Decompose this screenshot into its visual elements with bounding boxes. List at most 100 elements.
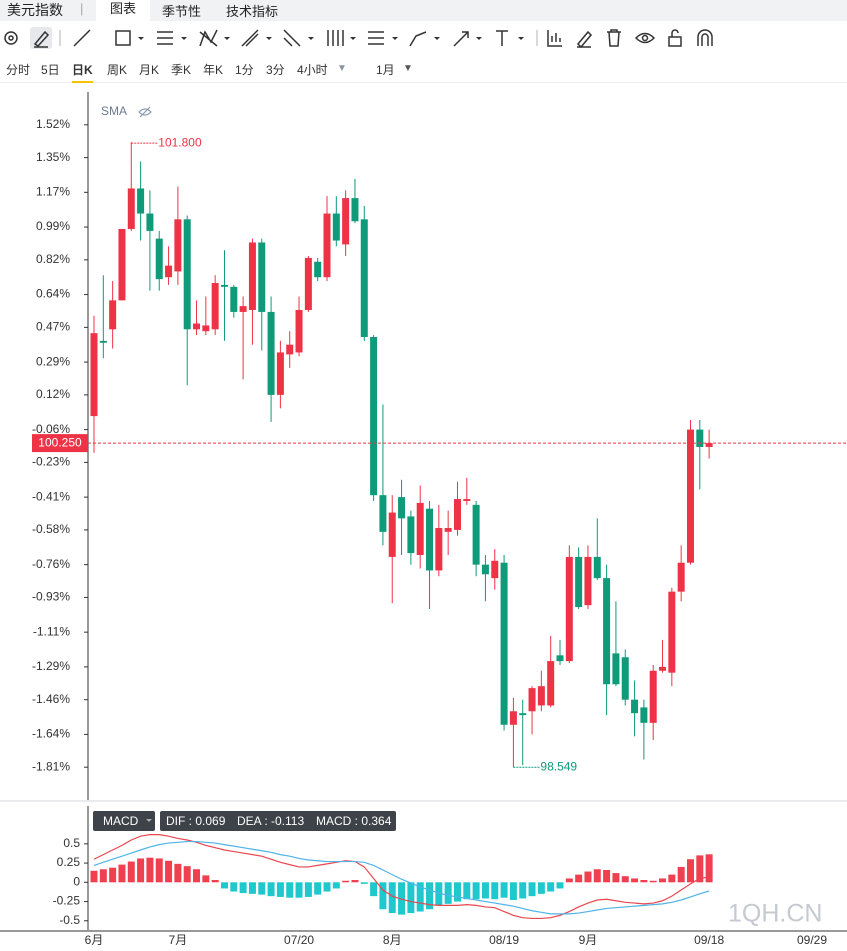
candle-body — [547, 661, 555, 706]
y-tick-label: 0.29% — [36, 354, 70, 368]
tool-icon[interactable] — [283, 29, 314, 47]
period-bar: 分时 5日 日K 周K 月K 季K 年K 1分 3分 4小时 ▼ 1月 ▼ — [0, 56, 847, 83]
period[interactable]: 1月 — [376, 63, 395, 77]
macd-bar — [295, 882, 303, 898]
tool-icon[interactable] — [607, 29, 621, 47]
macd-bar — [220, 882, 228, 889]
low-label: 98.549 — [540, 759, 577, 773]
dropdown-arrow — [146, 819, 152, 822]
tool-icon[interactable] — [241, 29, 272, 47]
indicator-box[interactable] — [93, 811, 155, 831]
y-tick-label: 0.12% — [36, 387, 70, 401]
macd-bar — [416, 882, 424, 912]
macd-bar — [565, 878, 573, 883]
x-tick-label: 9月 — [579, 933, 598, 947]
x-tick-label: 7月 — [169, 933, 188, 947]
tab[interactable]: 季节性 — [162, 4, 202, 19]
candle-body — [342, 198, 350, 245]
candle-body — [118, 228, 126, 301]
candle-body — [276, 352, 284, 395]
period[interactable]: 3分 — [266, 63, 285, 77]
tool-icon[interactable] — [33, 30, 50, 48]
period[interactable]: 年K — [203, 63, 224, 77]
macd-bar — [612, 873, 620, 883]
tab[interactable]: 技术指标 — [226, 4, 279, 19]
tool-icon[interactable] — [668, 29, 682, 47]
x-tick-label: 09/29 — [797, 933, 827, 947]
tool-icon[interactable] — [496, 30, 524, 46]
candle-body — [509, 711, 517, 725]
period[interactable]: 季K — [171, 63, 192, 77]
candle-body — [388, 512, 396, 557]
macd-bar — [165, 860, 173, 883]
macd-bar — [379, 882, 387, 910]
x-tick-label: 6月 — [85, 933, 104, 947]
macd-bar — [230, 882, 238, 892]
candle-body — [183, 219, 191, 330]
candle-body — [537, 686, 545, 706]
period[interactable]: 1分 — [235, 63, 254, 77]
tool-active-bg — [30, 27, 52, 49]
macd-bar — [146, 857, 154, 883]
candle-body — [258, 242, 266, 312]
period[interactable]: 5日 — [41, 63, 60, 77]
tool-icon[interactable] — [453, 31, 482, 47]
y-tick-label: 1.52% — [36, 117, 70, 131]
tab[interactable]: 图表 — [96, 0, 151, 21]
y-tick-label: -0.76% — [32, 557, 70, 571]
tool-icon[interactable] — [547, 30, 562, 47]
macd-bar — [584, 871, 592, 883]
high-label: 101.800 — [158, 135, 202, 149]
tool-icon[interactable] — [327, 30, 356, 46]
candle-body — [584, 556, 592, 606]
macd-bar — [258, 882, 266, 895]
macd-bar — [509, 882, 517, 900]
period[interactable]: 周K — [107, 63, 128, 77]
dropdown-arrow[interactable]: ▼ — [403, 63, 413, 74]
last-price-tag — [32, 434, 88, 453]
candle-body — [193, 323, 201, 330]
period[interactable]: 分时 — [6, 63, 31, 77]
candle-body — [705, 443, 713, 447]
tool-icon[interactable] — [115, 30, 144, 46]
macd-bar — [127, 861, 135, 883]
x-tick-label: 8月 — [383, 933, 402, 947]
y-tick-label: 0 — [73, 874, 80, 888]
candle-body — [435, 527, 443, 571]
macd-bar — [593, 869, 601, 883]
candle-body — [481, 564, 489, 575]
candle-body — [668, 591, 676, 673]
period[interactable]: 日K — [72, 61, 93, 83]
period[interactable]: 4小时 — [297, 63, 328, 77]
tool-icon[interactable] — [73, 29, 91, 47]
y-tick-label: 0.5 — [63, 836, 80, 850]
macd-bar — [640, 880, 648, 883]
tool-icon[interactable] — [576, 30, 593, 49]
macd-bar — [118, 864, 126, 883]
macd-bar — [407, 882, 415, 914]
macd-bar — [435, 882, 443, 906]
candle-body — [99, 340, 107, 343]
y-tick-label: 0.82% — [36, 252, 70, 266]
tool-icon[interactable] — [368, 31, 398, 45]
macd-bar — [481, 882, 489, 899]
x-tick-label: 09/18 — [694, 933, 724, 947]
tool-icon[interactable] — [4, 31, 18, 45]
tool-icon[interactable] — [157, 31, 187, 45]
y-tick-label: 0.99% — [36, 219, 70, 233]
tool-icon[interactable] — [697, 29, 713, 46]
tool-icon[interactable] — [199, 29, 230, 47]
macd-bar — [705, 854, 713, 883]
y-tick-label: -1.46% — [32, 692, 70, 706]
macd-bar — [556, 882, 564, 889]
period[interactable]: 月K — [139, 63, 160, 77]
legend-entry: DIF : 0.069 — [166, 814, 226, 828]
macd-bar — [323, 882, 331, 892]
dropdown-arrow[interactable]: ▼ — [337, 63, 347, 74]
candle-body — [202, 325, 210, 332]
macd-bar — [155, 858, 163, 883]
candle-body — [631, 699, 639, 714]
tool-icon[interactable] — [634, 32, 656, 44]
tool-icon[interactable] — [409, 31, 440, 47]
candle-body — [463, 499, 471, 501]
